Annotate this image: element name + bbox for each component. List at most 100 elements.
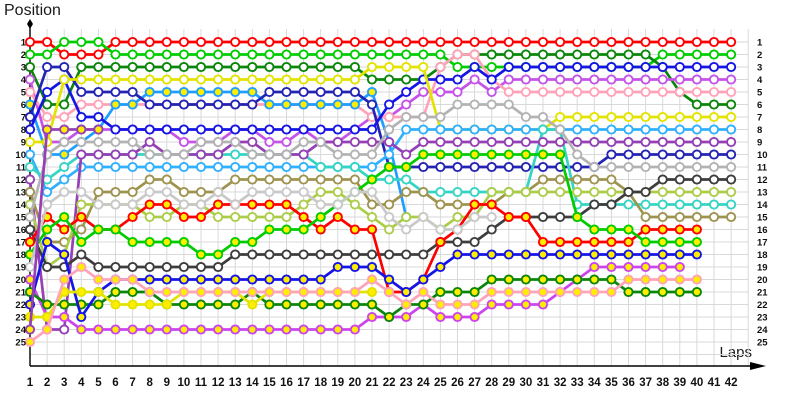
series-marker — [93, 161, 104, 173]
series-marker — [332, 211, 343, 223]
series-marker — [264, 36, 275, 48]
series-marker — [24, 149, 36, 160]
series-marker — [691, 124, 702, 135]
series-marker — [59, 274, 70, 285]
svg-text:9: 9 — [21, 138, 26, 149]
svg-text:21: 21 — [15, 288, 26, 299]
series-marker — [674, 211, 685, 223]
series-marker — [366, 61, 378, 73]
series-marker — [520, 61, 531, 73]
svg-text:16: 16 — [280, 377, 293, 389]
series-marker — [435, 86, 446, 98]
series-marker — [623, 111, 634, 123]
svg-text:18: 18 — [314, 377, 327, 389]
series-marker — [230, 249, 241, 260]
series-marker — [144, 299, 155, 310]
series-marker — [708, 61, 720, 73]
series-marker — [555, 186, 566, 198]
series-marker — [230, 136, 241, 148]
series-marker — [110, 186, 121, 198]
series-marker — [640, 261, 651, 273]
series-marker — [315, 249, 326, 260]
svg-text:9: 9 — [164, 377, 170, 389]
series-marker — [418, 86, 429, 98]
series-marker — [726, 74, 737, 85]
series-marker — [281, 86, 292, 98]
svg-text:19: 19 — [757, 263, 768, 274]
series-marker — [247, 36, 258, 48]
series-marker — [247, 236, 258, 248]
svg-text:20: 20 — [15, 275, 26, 286]
series-marker — [93, 274, 104, 285]
series-marker — [42, 186, 53, 198]
series-marker — [161, 261, 172, 273]
series-marker — [384, 224, 395, 235]
svg-text:3: 3 — [757, 63, 762, 74]
series-marker — [640, 74, 651, 85]
series-marker — [726, 149, 737, 160]
series-marker — [726, 124, 737, 135]
series-marker — [315, 136, 326, 148]
series-marker — [537, 136, 549, 148]
series-marker — [24, 186, 36, 198]
series-marker — [76, 224, 87, 235]
series-marker — [24, 36, 36, 48]
series-marker — [486, 186, 497, 198]
series-marker — [674, 174, 685, 185]
series-marker — [435, 186, 446, 198]
series-marker — [452, 86, 463, 98]
series-marker — [555, 274, 566, 285]
series-marker — [384, 311, 395, 323]
series-marker — [59, 299, 70, 310]
series-marker — [435, 236, 446, 248]
series-marker — [572, 161, 583, 173]
series-marker — [110, 274, 121, 285]
y-axis-title: Position — [4, 2, 61, 19]
series-marker — [606, 86, 617, 98]
series-marker — [127, 61, 138, 73]
series-marker — [537, 186, 549, 198]
series-marker — [520, 161, 531, 173]
series-marker — [195, 149, 207, 160]
series-marker — [76, 286, 87, 298]
series-marker — [726, 49, 737, 60]
series-marker — [264, 149, 275, 160]
series-marker — [298, 86, 309, 98]
series-marker — [503, 124, 514, 135]
series-marker — [76, 74, 87, 85]
series-marker — [24, 224, 36, 235]
svg-text:40: 40 — [691, 377, 704, 389]
series-marker — [401, 186, 412, 198]
series-marker — [657, 49, 668, 60]
series-marker — [366, 161, 378, 173]
series-marker — [42, 49, 53, 60]
series-marker — [76, 36, 87, 48]
series-marker — [195, 199, 207, 210]
series-marker — [384, 286, 395, 298]
series-marker — [230, 74, 241, 85]
series-marker — [452, 286, 463, 298]
series-marker — [435, 149, 446, 160]
series-marker — [366, 99, 378, 110]
svg-text:13: 13 — [757, 188, 768, 199]
series-marker — [298, 186, 309, 198]
svg-text:10: 10 — [757, 150, 768, 161]
series-marker — [589, 249, 600, 260]
series-marker — [264, 174, 275, 185]
series-marker — [726, 111, 737, 123]
svg-text:4: 4 — [757, 75, 763, 86]
series-marker — [640, 111, 651, 123]
series-marker — [76, 211, 87, 223]
series-marker — [298, 324, 309, 335]
svg-text:23: 23 — [757, 313, 768, 324]
series-25 — [24, 261, 702, 348]
series-marker — [486, 149, 497, 160]
series-marker — [281, 199, 292, 210]
series-marker — [555, 174, 566, 185]
series-marker — [537, 61, 549, 73]
series-marker — [178, 199, 189, 210]
series-marker — [452, 136, 463, 148]
series-marker — [144, 49, 155, 60]
